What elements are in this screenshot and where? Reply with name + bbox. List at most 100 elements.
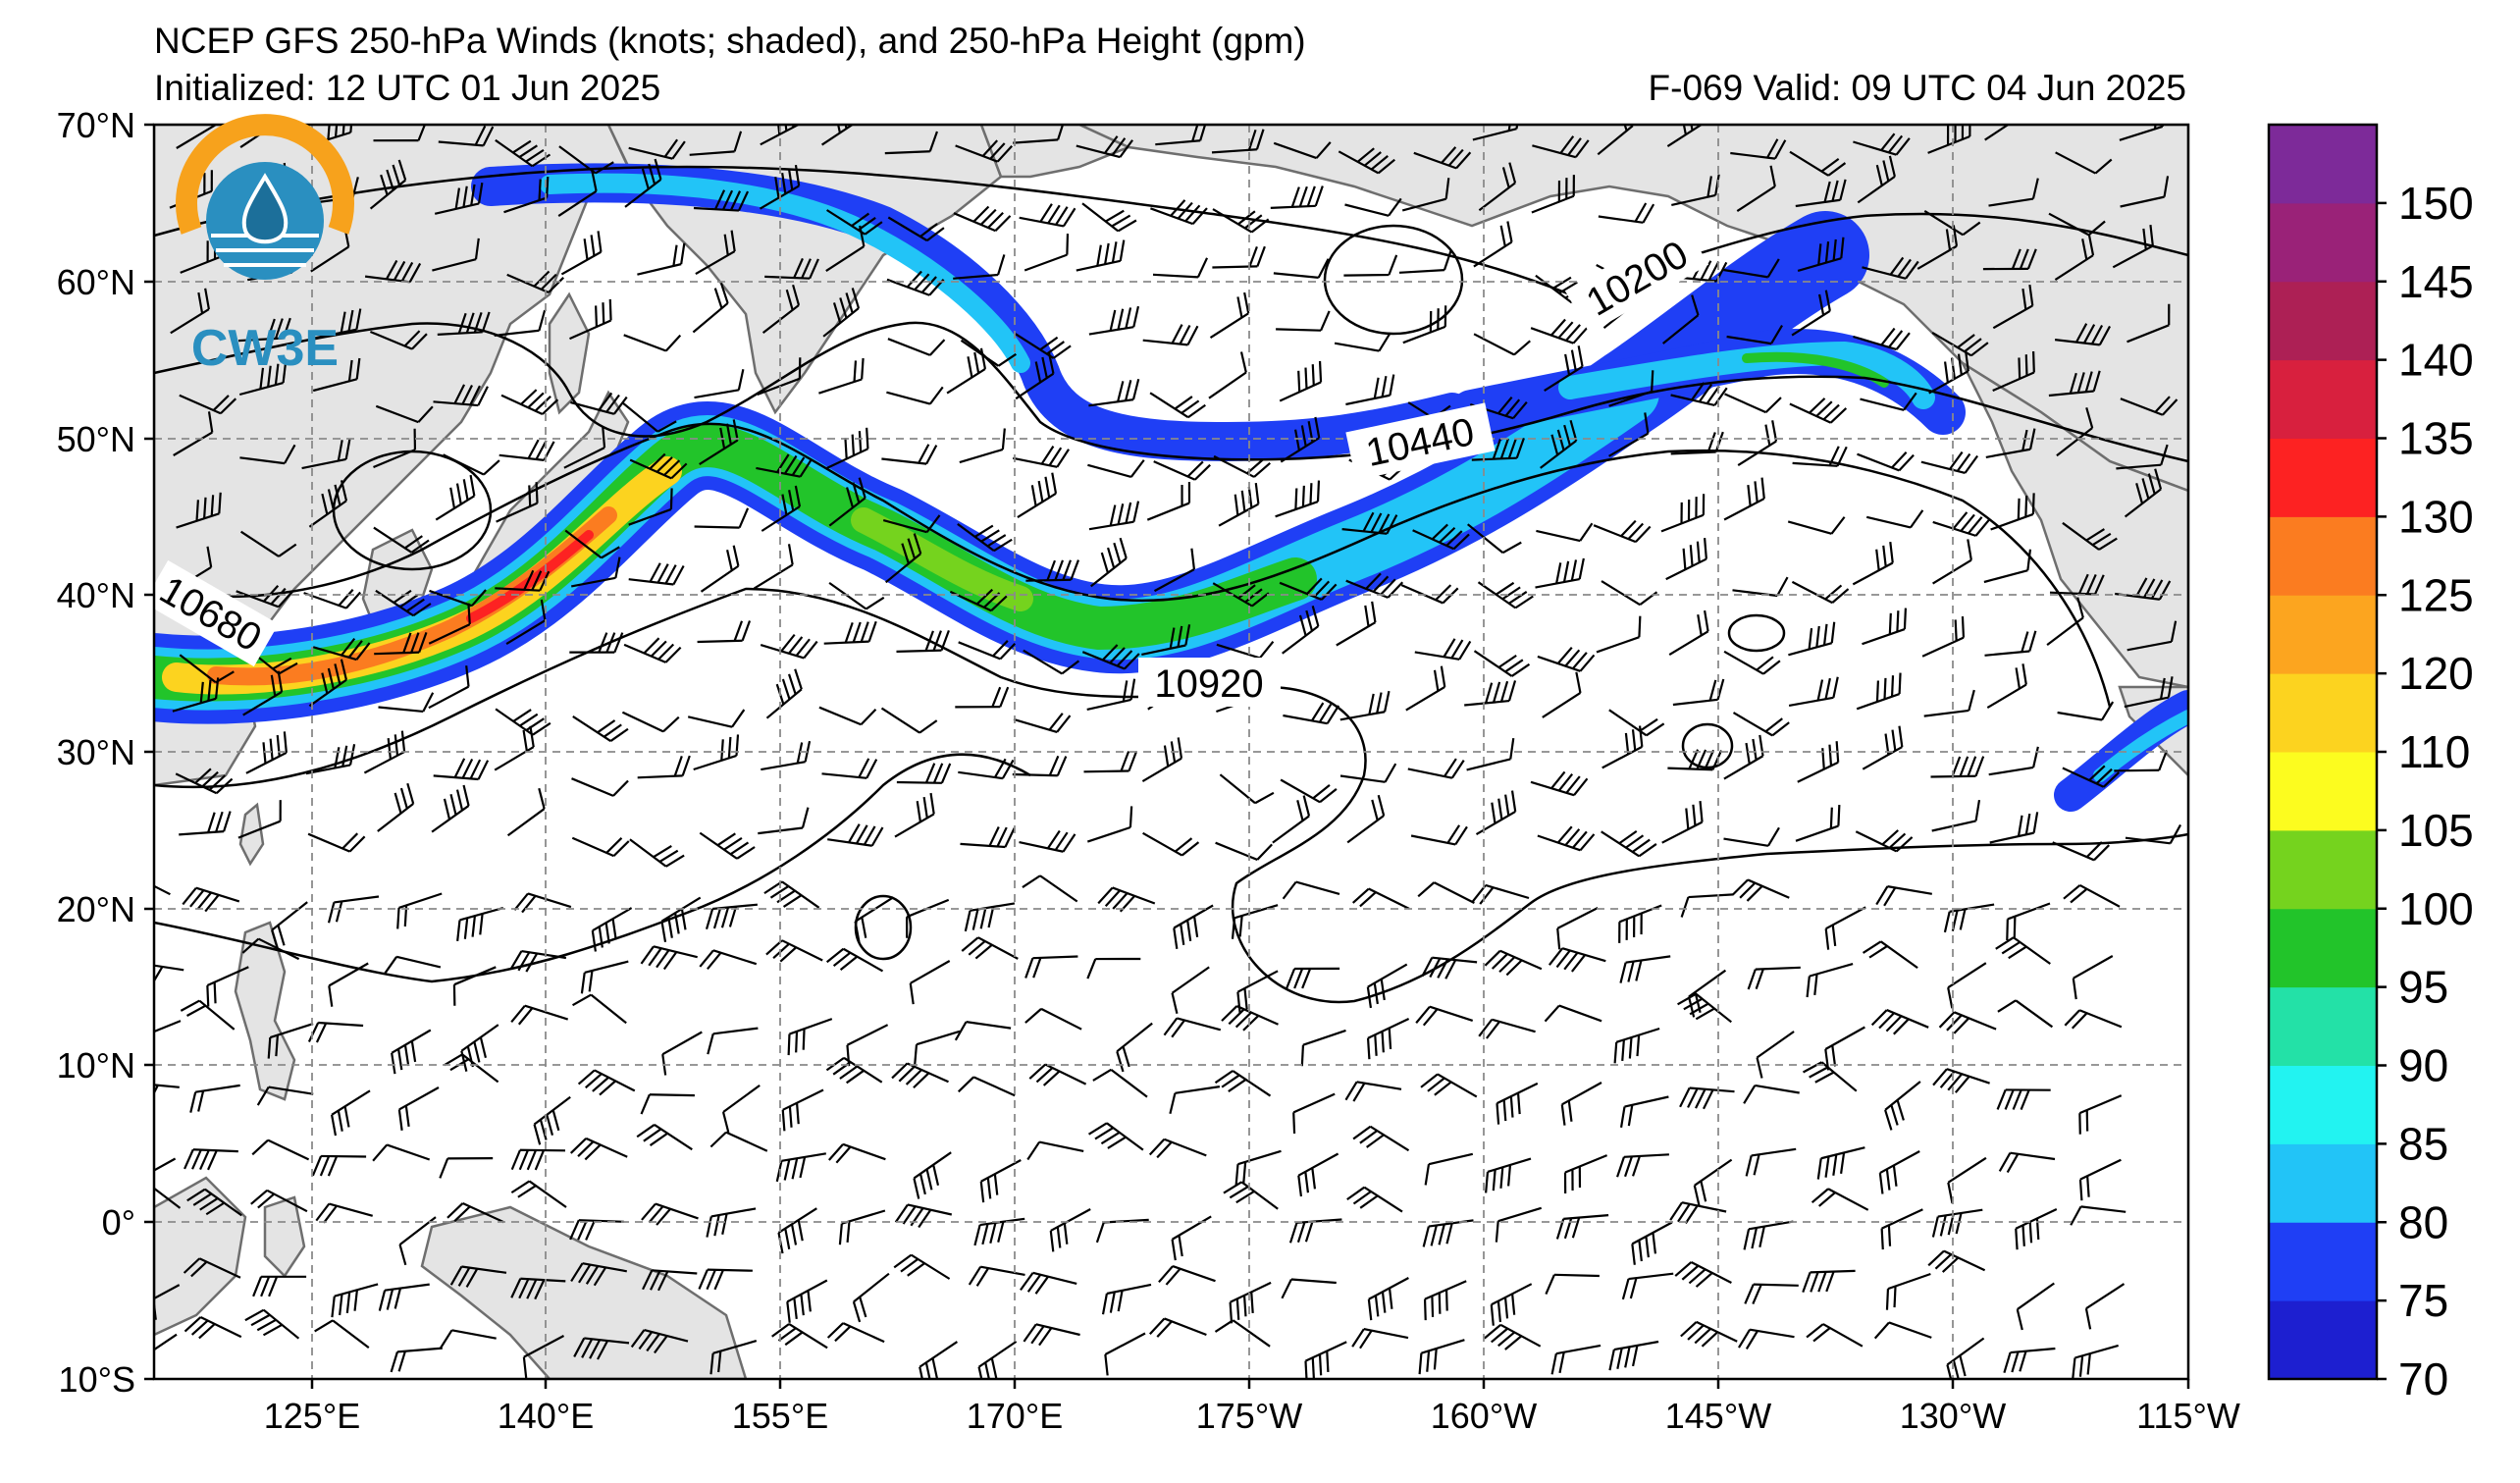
wind-barb: [958, 640, 1017, 661]
lat-label: 10°S: [59, 1359, 135, 1400]
wind-barb: [1214, 1319, 1271, 1348]
wind-barb: [431, 784, 470, 833]
wind-barb: [533, 1095, 571, 1145]
wind-barb: [756, 453, 814, 478]
wind-barb: [1806, 963, 1854, 998]
wind-barb: [1853, 132, 1911, 156]
wind-barb: [1927, 1249, 1986, 1273]
wind-barb: [1597, 125, 1634, 156]
wind-barb: [1947, 1156, 1987, 1204]
wind-barb: [629, 838, 685, 868]
wind-barb: [1483, 1323, 1542, 1351]
wind-barb: [236, 585, 294, 609]
wind-barb: [1608, 370, 1654, 407]
wind-barb: [1532, 135, 1590, 159]
wind-barb: [2063, 883, 2121, 908]
wind-barb: [1680, 1320, 1738, 1348]
wind-barb: [1885, 1272, 1931, 1310]
wind-barb: [1466, 737, 1515, 771]
wind-barb: [1791, 290, 1831, 337]
wind-barb: [1680, 893, 1734, 918]
wind-barb: [170, 288, 210, 335]
wind-barb: [369, 159, 407, 210]
wind-barb: [640, 1093, 695, 1115]
wind-barb: [709, 1131, 768, 1152]
wind-barb: [1421, 956, 1478, 980]
longitude-labels: 125°E 140°E 155°E 170°E 175°W 160°W 145°…: [264, 1396, 2240, 1436]
wind-barb: [1938, 1011, 1997, 1034]
wind-barb: [818, 357, 865, 395]
wind-barb: [775, 1152, 826, 1183]
wind-barb: [887, 216, 945, 242]
wind-barb: [623, 637, 682, 663]
wind-barb: [977, 1340, 1018, 1379]
wind-barb: [1732, 878, 1790, 902]
wind-barb: [1986, 663, 2027, 710]
colorbar-label: 95: [2398, 962, 2448, 1013]
wind-barb: [721, 1085, 761, 1134]
wind-barb: [1806, 1323, 1864, 1348]
wind-barb: [1087, 459, 1145, 478]
wind-barb: [1088, 501, 1140, 531]
wind-barb: [1884, 1081, 1921, 1131]
wind-barb: [184, 1148, 238, 1171]
wind-barb: [1153, 460, 1211, 481]
wind-barb: [946, 347, 987, 395]
wind-barb: [706, 1207, 757, 1238]
wind-barb: [1467, 523, 1522, 555]
colorbar-label: 125: [2398, 569, 2474, 620]
wind-barb: [363, 730, 406, 774]
colorbar-label: 120: [2398, 648, 2474, 699]
wind-barb: [1025, 559, 1079, 582]
wind-barb: [954, 1021, 1012, 1041]
wind-barb: [513, 892, 572, 914]
wind-barb: [1149, 392, 1206, 419]
wind-barb: [1736, 165, 1776, 213]
land-north-america: [1959, 359, 2188, 689]
wind-barb: [250, 1189, 308, 1213]
wind-barb: [881, 444, 938, 465]
wind-barb: [494, 725, 535, 771]
wind-barb: [886, 270, 945, 296]
wind-barb: [1024, 955, 1078, 979]
wind-barb: [1270, 185, 1324, 209]
wind-barb: [1012, 755, 1068, 777]
wind-barb: [500, 389, 559, 415]
wind-barb: [308, 659, 348, 708]
contour-high-2: [1727, 613, 1786, 653]
wind-barb: [1998, 1151, 2056, 1174]
wind-barb: [1223, 1181, 1279, 1210]
wind-barb: [979, 1159, 1022, 1203]
wind-barb: [1870, 1009, 1929, 1035]
wind-barb: [510, 1277, 566, 1300]
wind-barb: [1928, 349, 1969, 395]
jet-sw-cyan: [2093, 710, 2188, 782]
wind-barb: [312, 637, 371, 662]
wind-barb: [1865, 509, 1924, 529]
contour-10440: [154, 321, 2188, 463]
wind-barb: [1473, 333, 1531, 356]
wind-barb: [1366, 963, 1408, 1009]
wind-barb: [1669, 1201, 1727, 1224]
wind-barb: [1875, 885, 1932, 907]
wind-barb: [1155, 125, 1208, 146]
wind-barb: [1095, 1218, 1149, 1244]
wind-barb: [1090, 537, 1128, 588]
wind-barb: [709, 1340, 758, 1375]
wind-barb: [1215, 841, 1273, 861]
wind-barb: [1152, 257, 1209, 279]
wind-barb: [242, 670, 284, 716]
wind-barb: [2054, 234, 2095, 282]
wind-barb: [1921, 616, 1966, 658]
wind-barb: [443, 453, 500, 476]
wind-barb: [1923, 209, 1981, 237]
wind-barb: [2126, 303, 2171, 344]
wind-barb: [429, 589, 487, 608]
wind-barb: [2052, 841, 2110, 862]
wind-barb: [569, 632, 624, 654]
wind-barb: [1802, 1061, 1858, 1092]
wind-barb: [2003, 1347, 2056, 1374]
wind-barb: [1923, 689, 1975, 717]
wind-barb: [1792, 446, 1848, 467]
wind-barb: [1738, 1328, 1795, 1350]
